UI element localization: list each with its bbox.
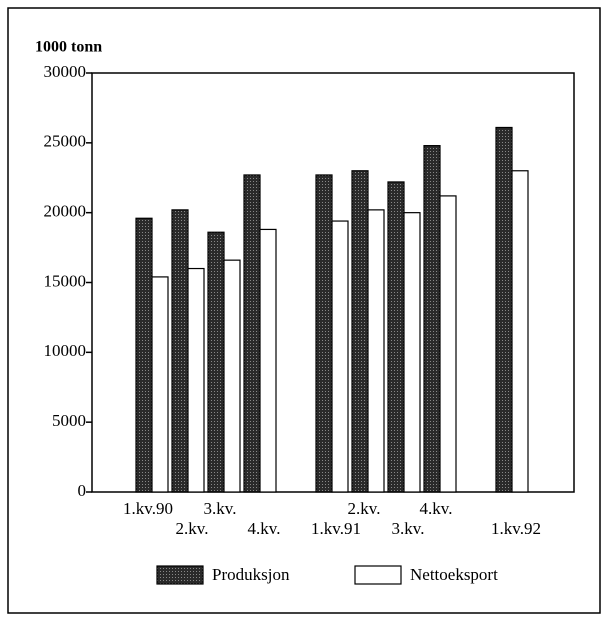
x-tick-label: 2.kv. — [348, 499, 381, 518]
x-tick-label: 4.kv. — [420, 499, 453, 518]
bar — [387, 181, 405, 493]
bar — [423, 145, 441, 493]
bar — [259, 228, 277, 493]
bar — [315, 174, 333, 493]
y-tick-label: 10000 — [44, 341, 87, 360]
bar — [367, 209, 385, 493]
x-tick-label: 1.kv.92 — [491, 519, 541, 538]
x-tick-label: 4.kv. — [248, 519, 281, 538]
axis-label: 1000 tonn — [35, 39, 102, 56]
x-tick-label: 1.kv.91 — [311, 519, 361, 538]
bar — [187, 267, 205, 493]
y-tick-label: 0 — [78, 481, 87, 500]
y-tick-label: 25000 — [44, 132, 87, 151]
y-tick-label: 20000 — [44, 202, 87, 221]
y-tick-label: 30000 — [44, 62, 87, 81]
bar — [351, 170, 369, 493]
bar — [511, 170, 529, 493]
legend-swatch — [156, 565, 204, 585]
bar — [331, 220, 349, 493]
bar — [207, 231, 225, 493]
x-tick-label: 3.kv. — [204, 499, 237, 518]
legend-label: Nettoeksport — [410, 565, 498, 584]
x-tick-label: 1.kv.90 — [123, 499, 173, 518]
legend-label: Produksjon — [212, 565, 290, 584]
bar — [403, 212, 421, 493]
bar — [151, 276, 169, 493]
y-tick-label: 5000 — [52, 411, 86, 430]
bar — [223, 259, 241, 493]
x-tick-label: 2.kv. — [176, 519, 209, 538]
y-tick-label: 15000 — [44, 271, 87, 290]
x-tick-label: 3.kv. — [392, 519, 425, 538]
bar — [171, 209, 189, 493]
border — [7, 7, 601, 614]
legend-swatch — [354, 565, 402, 585]
bar — [495, 126, 513, 493]
bar — [243, 174, 261, 493]
bar — [439, 195, 457, 493]
bar — [135, 217, 153, 493]
